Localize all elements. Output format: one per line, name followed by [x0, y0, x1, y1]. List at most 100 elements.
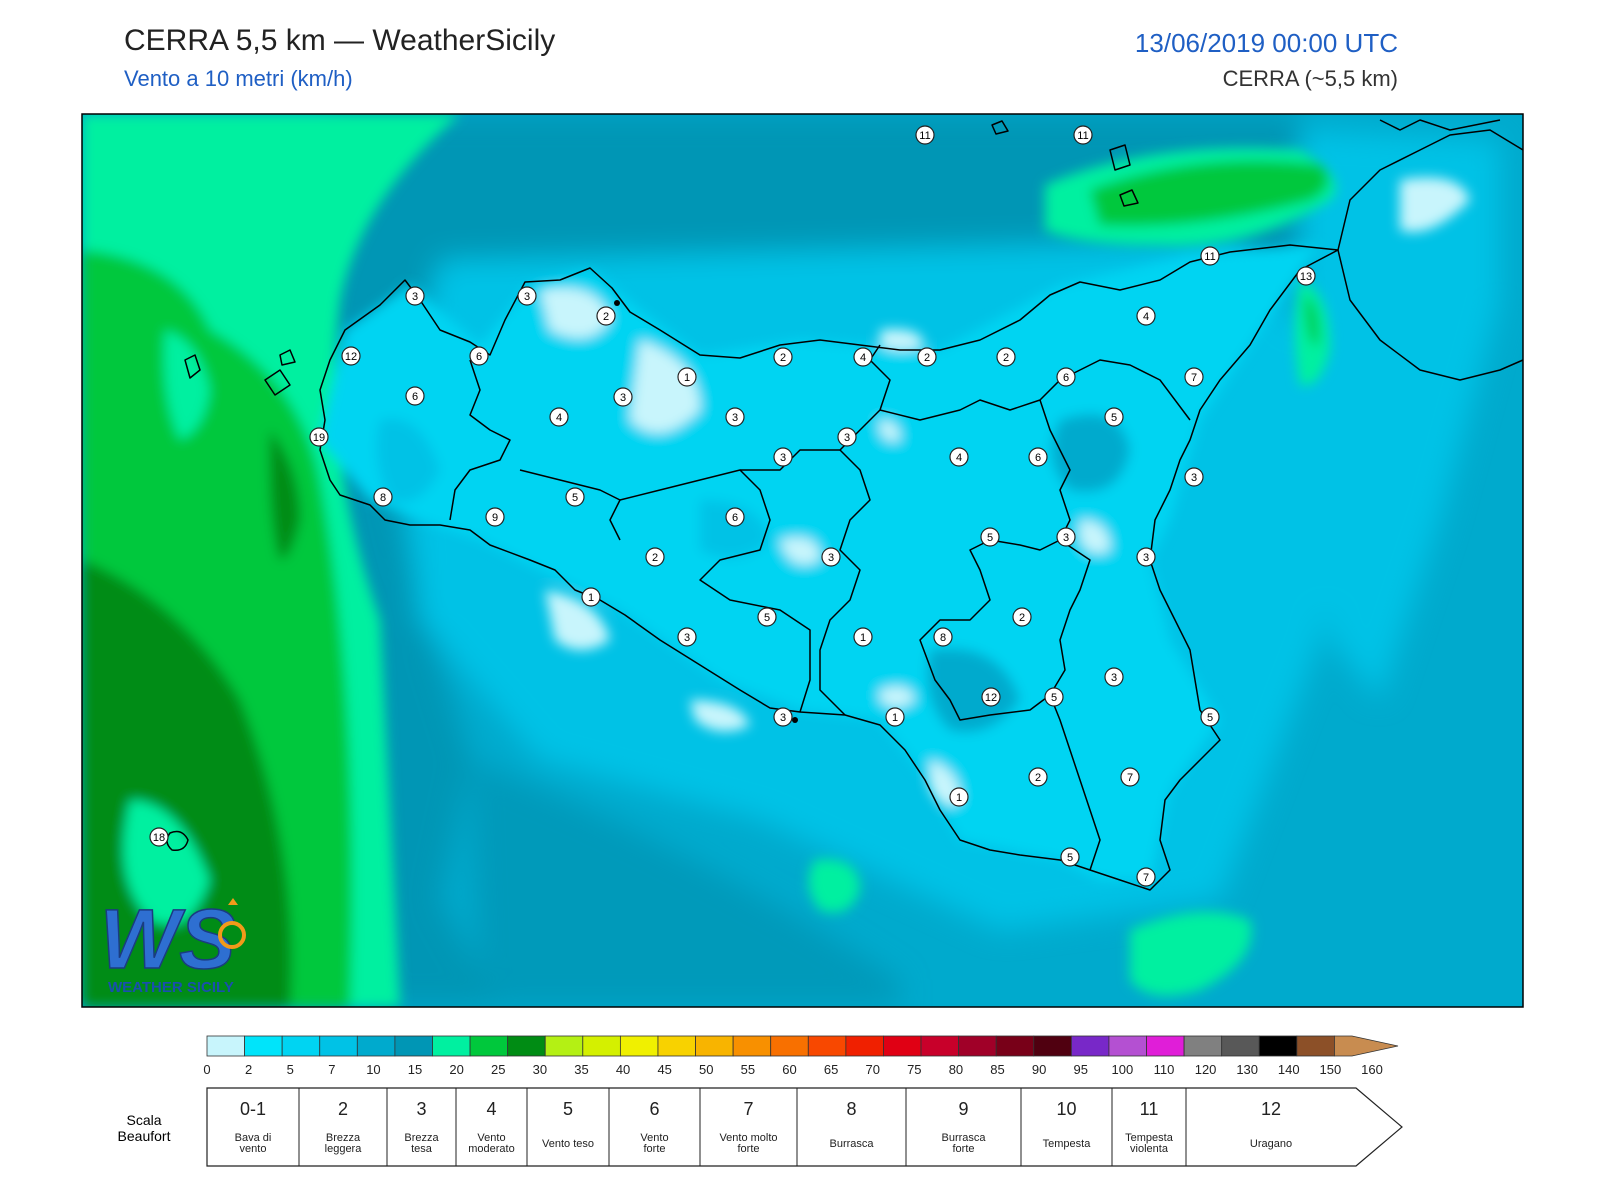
station-value: 5: [565, 487, 585, 507]
station-value: 7: [1136, 867, 1156, 887]
beaufort-number: 8: [846, 1099, 856, 1119]
station-value: 5: [1200, 707, 1220, 727]
colorbar-segment: [1146, 1035, 1185, 1057]
colorbar-segment: [1258, 1035, 1298, 1057]
station-value: 7: [1120, 767, 1140, 787]
colorbar-tick: 80: [949, 1062, 963, 1077]
beaufort-description: Brezza: [326, 1132, 361, 1144]
colorbar-segment: [695, 1035, 734, 1057]
svg-text:3: 3: [844, 432, 850, 444]
colorbar-tick: 140: [1278, 1062, 1300, 1077]
svg-text:8: 8: [380, 492, 386, 504]
station-value: 3: [1136, 547, 1156, 567]
colorbar-tick: 10: [366, 1062, 380, 1077]
beaufort-label-line2: Beaufort: [118, 1128, 171, 1144]
beaufort-description: violenta: [1130, 1143, 1169, 1155]
svg-text:12: 12: [345, 351, 357, 363]
colorbar-tick: 95: [1074, 1062, 1088, 1077]
svg-text:2: 2: [924, 352, 930, 364]
colorbar-tick: 20: [449, 1062, 463, 1077]
station-value: 5: [1044, 687, 1064, 707]
station-value: 3: [821, 547, 841, 567]
station-value: 1: [885, 707, 905, 727]
map-title: CERRA 5,5 km — WeatherSicily: [124, 24, 556, 57]
colorbar-segment: [1296, 1035, 1335, 1057]
beaufort-description: Brezza: [404, 1132, 439, 1144]
colorbar-tick: 90: [1032, 1062, 1046, 1077]
beaufort-number: 10: [1056, 1099, 1076, 1119]
svg-text:3: 3: [412, 291, 418, 303]
colorbar-segment: [544, 1035, 584, 1057]
svg-text:9: 9: [492, 512, 498, 524]
station-value: 1: [677, 367, 697, 387]
colorbar-segment: [244, 1035, 283, 1057]
beaufort-description: Tempesta: [1043, 1138, 1092, 1150]
colorbar-ticks: 0 2 5 7 10 15 20 25 30 35 40 45 50 55 60 65 70 75 80 85 90 95…: [203, 1062, 1382, 1077]
colorbar-segment: [281, 1035, 321, 1057]
colorbar-segment: [883, 1035, 922, 1057]
station-value: 11: [915, 125, 935, 145]
beaufort-description: leggera: [325, 1143, 363, 1155]
colorbar-tick: 120: [1195, 1062, 1217, 1077]
svg-text:1: 1: [588, 592, 594, 604]
station-value: 1: [853, 627, 873, 647]
colorbar-tick: 110: [1154, 1062, 1175, 1077]
beaufort-frame: [206, 1087, 1403, 1167]
station-value: 3: [1184, 467, 1204, 487]
colorbar-segment: [469, 1035, 509, 1057]
svg-text:6: 6: [476, 351, 482, 363]
colorbar-tick: 130: [1236, 1062, 1258, 1077]
svg-text:2: 2: [1035, 772, 1041, 784]
colorbar-tick: 40: [616, 1062, 630, 1077]
svg-text:1: 1: [956, 792, 962, 804]
station-value: 6: [1056, 367, 1076, 387]
colorbar-tick: 35: [574, 1062, 588, 1077]
station-value: 5: [1104, 407, 1124, 427]
station-value: 12: [341, 346, 361, 366]
station-value: 3: [613, 387, 633, 407]
beaufort-number: 0-1: [240, 1099, 266, 1119]
colorbar-segment: [507, 1035, 546, 1057]
station-value: 2: [996, 347, 1016, 367]
colorbar-tick: 65: [824, 1062, 838, 1077]
beaufort-description: Uragano: [1250, 1138, 1292, 1150]
station-value: 4: [853, 347, 873, 367]
svg-text:11: 11: [1077, 130, 1088, 142]
beaufort-description: Vento teso: [542, 1138, 594, 1150]
colorbar-segment: [206, 1035, 245, 1057]
svg-text:3: 3: [780, 452, 786, 464]
svg-text:1: 1: [860, 632, 866, 644]
svg-text:3: 3: [1191, 472, 1197, 484]
station-value: 18: [149, 827, 169, 847]
svg-text:5: 5: [1067, 852, 1073, 864]
coastline: [166, 119, 1523, 891]
colorbar-tick: 100: [1112, 1062, 1134, 1077]
logo-text: WEATHER SICILY: [108, 979, 234, 996]
svg-text:5: 5: [987, 532, 993, 544]
beaufort-description: Vento: [477, 1132, 505, 1144]
svg-text:2: 2: [780, 352, 786, 364]
colorbar-tick: 60: [782, 1062, 796, 1077]
colorbar-tick: 5: [287, 1062, 294, 1077]
colorbar-tick: 45: [657, 1062, 671, 1077]
station-value: 11: [1073, 125, 1093, 145]
colorbar-segment: [1070, 1035, 1110, 1057]
colorbar-segment: [1221, 1035, 1260, 1057]
colorbar-tick: 75: [907, 1062, 921, 1077]
svg-text:5: 5: [1207, 712, 1213, 724]
model-label: CERRA (~5,5 km): [1222, 66, 1398, 91]
svg-text:11: 11: [1204, 251, 1215, 263]
colorbar-segment: [732, 1035, 772, 1057]
beaufort-description: Burrasca: [829, 1138, 874, 1150]
svg-text:2: 2: [652, 552, 658, 564]
colorbar-tick: 85: [990, 1062, 1004, 1077]
svg-text:4: 4: [956, 452, 962, 464]
colorbar-segment: [394, 1035, 433, 1057]
svg-text:3: 3: [1063, 532, 1069, 544]
colorbar-tick: 160: [1361, 1062, 1383, 1077]
station-value: 3: [725, 407, 745, 427]
colorbar-segment: [356, 1035, 396, 1057]
colorbar-tick: 55: [741, 1062, 755, 1077]
colorbar-segment: [1108, 1035, 1147, 1057]
